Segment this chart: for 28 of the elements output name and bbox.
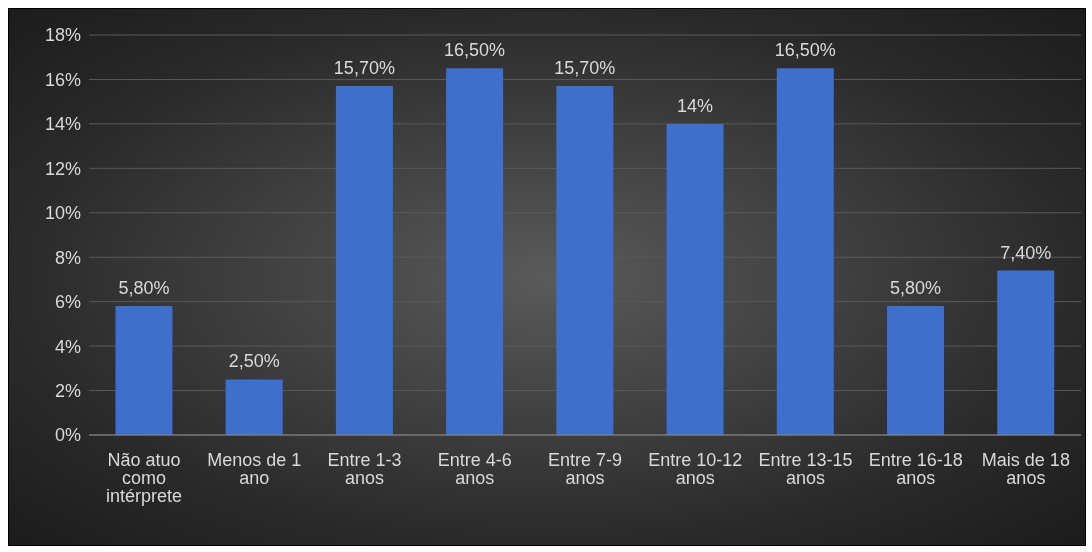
data-label: 5,80% <box>118 278 170 299</box>
y-tick-label: 10% <box>44 203 81 224</box>
y-tick-label: 12% <box>44 158 81 179</box>
y-tick-label: 16% <box>44 69 81 90</box>
data-label: 14% <box>677 95 714 116</box>
data-label: 7,40% <box>1000 242 1052 263</box>
y-tick-label: 4% <box>54 336 81 357</box>
y-tick-label: 2% <box>54 380 81 401</box>
y-tick-label: 6% <box>54 292 81 313</box>
data-label: 15,70% <box>554 58 616 79</box>
y-tick-label: 18% <box>44 25 81 46</box>
data-label: 15,70% <box>333 58 395 79</box>
x-tick-label: Mais de 18 anos <box>981 449 1070 488</box>
y-tick-label: 14% <box>44 114 81 135</box>
data-label: 5,80% <box>889 278 942 299</box>
data-label: 16,50% <box>444 40 506 61</box>
data-label: 16,50% <box>774 40 836 61</box>
y-tick-label: 8% <box>54 247 81 268</box>
y-tick-label: 0% <box>54 425 81 446</box>
x-tick-label: Entre 7-9 anos <box>547 449 623 488</box>
data-label: 2,50% <box>228 351 280 372</box>
x-tick-label: Menos de 1 ano <box>207 449 302 488</box>
x-tick-label: Entre 13-15 anos <box>758 449 853 488</box>
x-tick-label: Entre 1-3 anos <box>327 449 402 488</box>
x-tick-label: Não atuo como intérprete <box>106 449 183 506</box>
x-tick-label: Entre 16-18 anos <box>868 449 963 488</box>
x-tick-label: Entre 4-6 anos <box>437 449 512 488</box>
x-tick-label: Entre 10-12 anos <box>648 449 743 488</box>
